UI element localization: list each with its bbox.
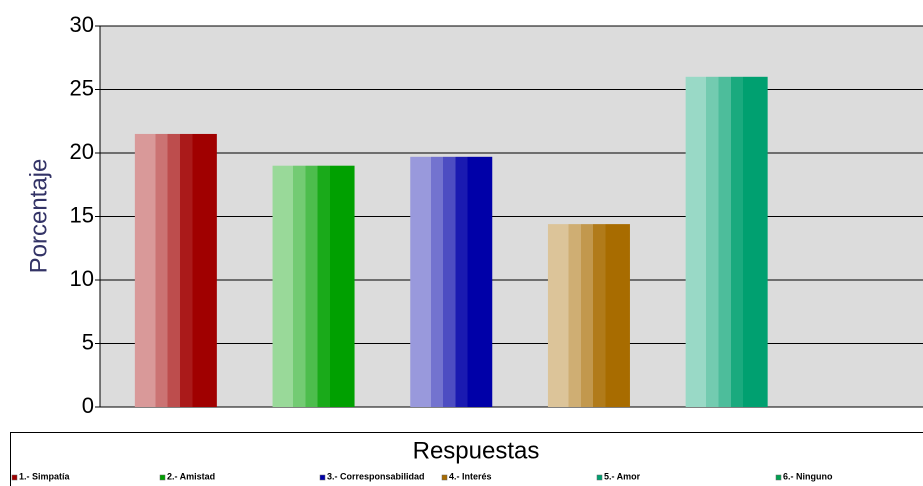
legend-label: 5.- Amor — [604, 471, 641, 481]
y-tick-label: 20 — [70, 139, 94, 164]
legend-label: 4.- Interés — [449, 471, 492, 481]
legend-label: 6.- Ninguno — [783, 471, 833, 481]
bar — [685, 76, 768, 408]
legend-swatch — [775, 474, 782, 481]
y-tick-label: 10 — [70, 266, 94, 291]
legend-label: 2.- Amistad — [167, 471, 215, 481]
bar — [134, 133, 217, 407]
legend-swatch — [441, 474, 448, 481]
legend-label: 3.- Corresponsabilidad — [327, 471, 425, 481]
x-axis-label: Respuestas — [413, 437, 540, 464]
legend-swatch — [159, 474, 166, 481]
legend-swatch — [596, 474, 603, 481]
y-tick-label: 15 — [70, 202, 94, 227]
bar — [410, 156, 493, 407]
legend-swatch — [11, 474, 18, 481]
bar — [272, 165, 355, 407]
bar — [547, 224, 630, 407]
y-tick-label: 0 — [82, 393, 94, 418]
y-tick-label: 5 — [82, 329, 94, 354]
y-tick-label: 25 — [70, 75, 94, 100]
legend-swatch — [319, 474, 326, 481]
legend-label: 1.- Simpatía — [19, 471, 71, 481]
y-axis-label: Porcentaje — [25, 159, 52, 274]
y-tick-label: 30 — [70, 12, 94, 37]
